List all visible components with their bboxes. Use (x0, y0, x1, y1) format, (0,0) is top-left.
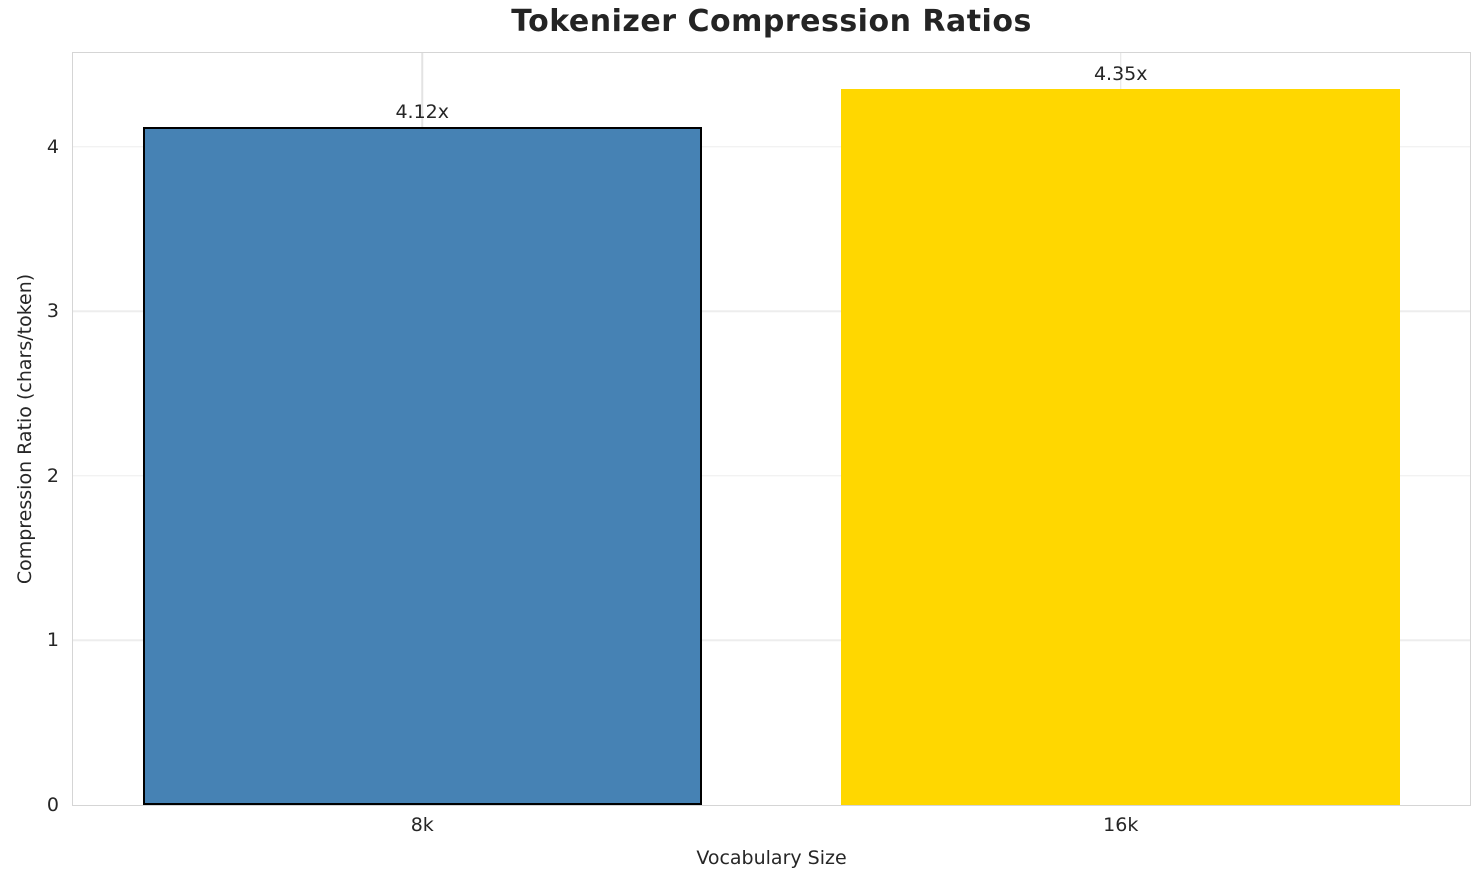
y-axis-label: Compression Ratio (chars/token) (14, 273, 36, 585)
gridline-horizontal (73, 475, 1470, 477)
x-tick-label: 16k (1103, 814, 1139, 836)
y-tick-label: 2 (46, 464, 59, 487)
y-tick-label: 1 (46, 629, 59, 652)
y-tick-label: 0 (46, 794, 59, 816)
x-axis-label: Vocabulary Size (696, 847, 847, 869)
gridline-horizontal (73, 310, 1470, 313)
plot-area: 0 1 2 3 4 4.12x 8k 4.35x 16k (47, 52, 1471, 836)
bar-value-label: 4.35x (1093, 63, 1148, 86)
x-tick-label: 8k (410, 814, 434, 836)
bar-value-label: 4.12x (395, 101, 450, 124)
y-tick-label: 4 (46, 135, 59, 158)
bar-16k (841, 89, 1401, 805)
y-tick-label: 3 (46, 300, 59, 323)
chart-title: Tokenizer Compression Ratios (511, 4, 1032, 39)
bar-8k (142, 127, 702, 805)
gridline-horizontal (73, 146, 1470, 148)
gridline-horizontal (73, 639, 1470, 642)
